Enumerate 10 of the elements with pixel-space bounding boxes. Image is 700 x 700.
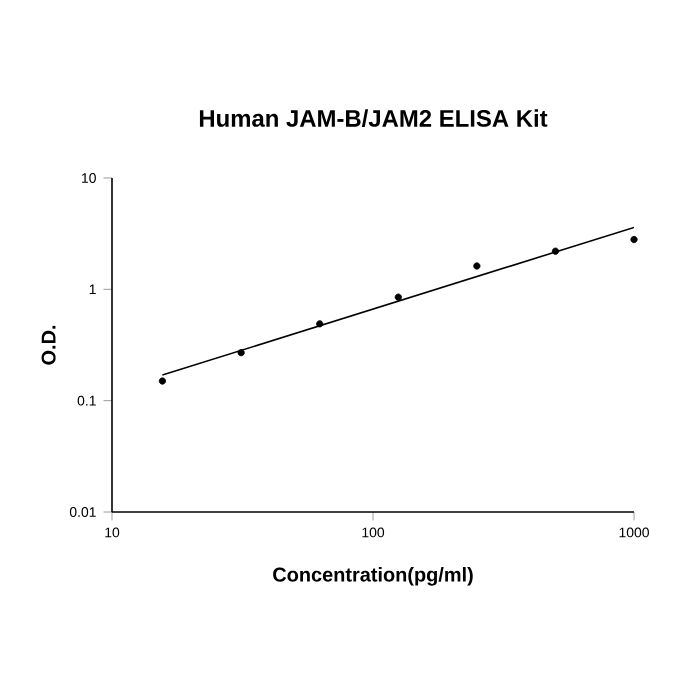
point	[394, 293, 402, 301]
point	[237, 349, 245, 357]
point	[158, 377, 166, 385]
y-axis-title: O.D.	[41, 325, 56, 365]
point	[473, 262, 481, 270]
chart-title: Human JAM-B/JAM2 ELISA Kit	[199, 109, 548, 128]
point	[630, 235, 638, 244]
point	[316, 320, 324, 328]
x-axis-title: Concentration(pg/ml)	[273, 567, 473, 586]
point	[551, 247, 560, 255]
